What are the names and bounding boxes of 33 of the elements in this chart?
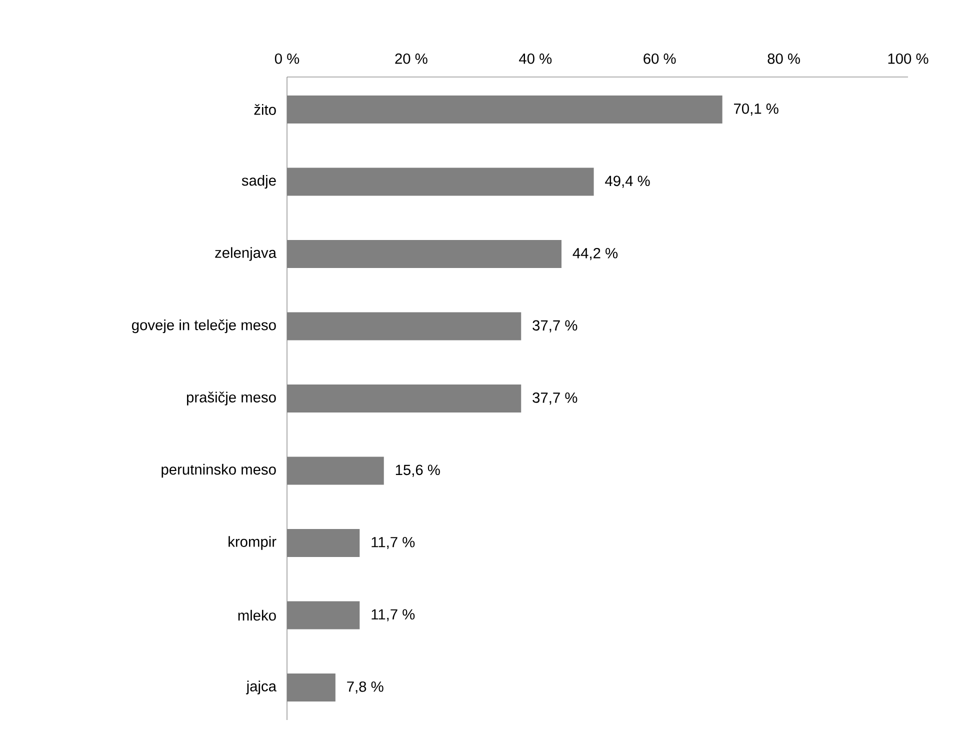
y-tick-label: jajca — [246, 680, 277, 694]
bar — [287, 674, 336, 702]
y-tick-label: žito — [254, 104, 276, 115]
x-tick-label: 0 % — [274, 53, 300, 64]
bar — [287, 240, 562, 268]
data-label: 37,7 % — [532, 392, 578, 405]
x-tick-label: 60 % — [644, 53, 676, 64]
bar — [287, 96, 722, 124]
y-tick-label: perutninsko meso — [162, 464, 276, 478]
y-tick-label: goveje in telečje meso — [132, 319, 276, 334]
bar — [287, 312, 522, 340]
data-label: 7,8 % — [347, 681, 384, 694]
data-label: 11,7 % — [372, 536, 415, 550]
y-tick-label: prašičje meso — [186, 392, 276, 406]
data-label: 70,1 % — [734, 103, 778, 116]
y-tick-label: zelenjava — [215, 247, 276, 261]
bar — [287, 601, 360, 630]
x-tick-label: 20 % — [395, 53, 428, 64]
y-tick-label: sadje — [242, 174, 276, 189]
x-tick-label: 100 % — [888, 53, 928, 64]
bar — [287, 384, 522, 413]
bar — [287, 168, 594, 196]
x-tick-label: 40 % — [519, 53, 552, 64]
bar — [287, 456, 384, 485]
data-label: 11,7 % — [372, 609, 415, 622]
bar — [287, 529, 360, 558]
data-label: 15,6 % — [396, 464, 440, 477]
y-tick-label: krompir — [228, 536, 276, 550]
data-label: 37,7 % — [532, 320, 578, 332]
y-tick-label: mleko — [238, 610, 276, 621]
x-tick-label: 80 % — [768, 53, 800, 64]
data-label: 49,4 % — [605, 176, 650, 188]
data-label: 44,2 % — [572, 248, 618, 260]
